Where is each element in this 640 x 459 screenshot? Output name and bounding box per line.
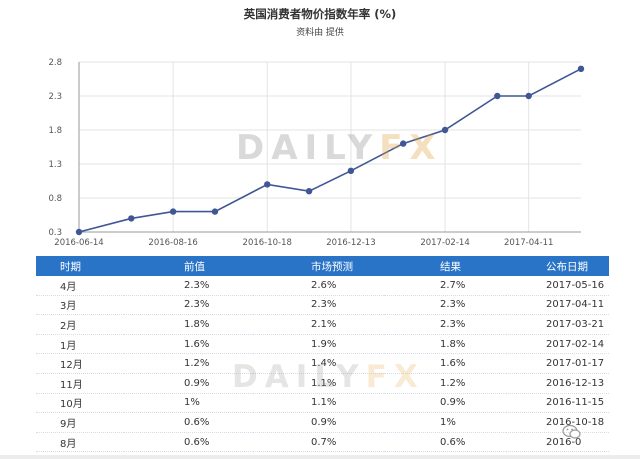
data-point bbox=[494, 92, 501, 100]
header-forecast: 市场预测 bbox=[253, 256, 384, 276]
table-row: 8月 0.6% 0.7% 0.6% 2016-0 bbox=[36, 432, 609, 453]
cell-period: 11月 bbox=[36, 373, 124, 394]
table-row: 4月 2.3% 2.6% 2.7% 2017-05-16 bbox=[36, 276, 609, 296]
chart-subtitle: 资料由 提供 bbox=[296, 28, 344, 38]
cell-period: 1月 bbox=[36, 334, 124, 355]
cell-actual: 1.8% bbox=[384, 334, 506, 355]
cell-forecast: 2.6% bbox=[253, 276, 384, 296]
cell-release-date: 2017-03-21 bbox=[506, 314, 609, 335]
table-row: 9月 0.6% 0.9% 1% 2016-10-18 bbox=[36, 412, 609, 433]
data-point bbox=[211, 208, 219, 215]
cell-previous: 2.3% bbox=[124, 276, 253, 296]
wechat-icon bbox=[562, 424, 581, 439]
cpi-line-chart: 0.3 0.8 1.3 1.8 2.3 2.8 2016-06-14 2016-08-16 20… bbox=[48, 58, 585, 248]
cell-previous: 1.2% bbox=[124, 353, 253, 374]
cell-previous: 1% bbox=[124, 393, 253, 414]
cell-actual: 0.9% bbox=[384, 393, 506, 414]
cell-release-date: 2016-10-18 bbox=[506, 412, 609, 433]
cell-release-date: 2017-02-14 bbox=[506, 334, 609, 355]
cell-previous: 1.6% bbox=[124, 334, 253, 355]
cell-period: 8月 bbox=[36, 432, 124, 453]
x-tick-label: 2017-02-14 bbox=[420, 238, 469, 248]
x-tick-label: 2016-10-18 bbox=[243, 238, 292, 248]
y-tick-label: 2.8 bbox=[48, 58, 62, 68]
table-row: 1月 1.6% 1.9% 1.8% 2017-02-14 bbox=[36, 334, 609, 355]
cell-actual: 1.6% bbox=[384, 353, 506, 374]
watermark-logo-table: DAILYFX bbox=[232, 359, 425, 395]
cell-release-date: 2017-01-17 bbox=[506, 353, 609, 374]
cell-actual: 1.2% bbox=[384, 373, 506, 394]
cell-previous: 0.6% bbox=[124, 412, 253, 433]
cell-previous: 1.8% bbox=[124, 314, 253, 335]
data-point bbox=[400, 140, 407, 147]
data-point bbox=[169, 208, 177, 215]
cell-actual: 1% bbox=[384, 412, 506, 433]
cell-actual: 2.3% bbox=[384, 314, 506, 335]
cell-forecast: 0.9% bbox=[253, 412, 384, 433]
y-tick-label: 0.8 bbox=[48, 194, 62, 204]
header-release-date: 公布日期 bbox=[506, 256, 609, 276]
cell-period: 3月 bbox=[36, 295, 124, 316]
x-tick-label: 2016-12-13 bbox=[326, 238, 375, 248]
x-tick-label: 2017-04-11 bbox=[504, 238, 553, 248]
cpi-data-table: 时期 前值 市场预测 结果 公布日期 4月 2.3% 2.6% 2.7% 2017-05… bbox=[36, 256, 609, 453]
data-point bbox=[441, 126, 449, 134]
y-tick-label: 1.3 bbox=[48, 160, 62, 170]
cell-forecast: 1.9% bbox=[253, 334, 384, 355]
cell-forecast: 1.1% bbox=[253, 373, 384, 394]
cell-period: 10月 bbox=[36, 393, 124, 414]
cell-previous: 0.6% bbox=[124, 432, 253, 453]
cell-forecast: 1.1% bbox=[253, 393, 384, 414]
x-tick-label: 2016-06-14 bbox=[54, 238, 103, 248]
cell-actual: 2.3% bbox=[384, 295, 506, 316]
data-point bbox=[305, 188, 313, 195]
x-tick-label: 2016-08-16 bbox=[148, 238, 197, 248]
cell-previous: 2.3% bbox=[124, 295, 253, 316]
table-row: 12月 1.2% 1.4% 1.6% 2017-01-17 bbox=[36, 353, 609, 374]
y-tick-label: 2.3 bbox=[48, 92, 62, 102]
header-previous: 前值 bbox=[124, 256, 253, 276]
y-tick-label: 0.3 bbox=[48, 228, 62, 238]
bottom-border bbox=[0, 455, 640, 459]
cell-release-date: 2016-12-13 bbox=[506, 373, 609, 394]
cell-period: 9月 bbox=[36, 412, 124, 433]
table-row: 10月 1% 1.1% 0.9% 2016-11-15 bbox=[36, 393, 609, 414]
cell-forecast: 2.1% bbox=[253, 314, 384, 335]
data-point bbox=[264, 181, 271, 188]
data-point bbox=[525, 92, 532, 100]
cell-forecast: 1.4% bbox=[253, 353, 384, 374]
cell-release-date: 2017-05-16 bbox=[506, 276, 609, 296]
cell-period: 2月 bbox=[36, 314, 124, 335]
table-header-row: 时期 前值 市场预测 结果 公布日期 bbox=[36, 256, 609, 276]
data-point bbox=[75, 228, 83, 236]
cell-period: 4月 bbox=[36, 276, 124, 296]
header-period: 时期 bbox=[36, 256, 124, 276]
cell-forecast: 0.7% bbox=[253, 432, 384, 453]
cell-period: 12月 bbox=[36, 353, 124, 374]
watermark-logo: DAILYFX bbox=[236, 128, 443, 168]
chart-title: 英国消费者物价指数年率 (%) bbox=[243, 7, 397, 21]
y-tick-label: 1.8 bbox=[48, 126, 62, 136]
header-actual: 结果 bbox=[384, 256, 506, 276]
cell-release-date: 2017-04-11 bbox=[506, 295, 609, 316]
cell-release-date: 2016-11-15 bbox=[506, 393, 609, 414]
table-row: 3月 2.3% 2.3% 2.3% 2017-04-11 bbox=[36, 295, 609, 316]
cell-previous: 0.9% bbox=[124, 373, 253, 394]
table-row: 2月 1.8% 2.1% 2.3% 2017-03-21 bbox=[36, 314, 609, 335]
series-line bbox=[78, 68, 582, 233]
cell-actual: 2.7% bbox=[384, 276, 506, 296]
data-point bbox=[128, 215, 135, 222]
data-point bbox=[347, 167, 355, 174]
cell-release-date: 2016-0 bbox=[506, 432, 609, 453]
cell-forecast: 2.3% bbox=[253, 295, 384, 316]
cell-actual: 0.6% bbox=[384, 432, 506, 453]
data-point bbox=[577, 65, 585, 73]
table-row: 11月 0.9% 1.1% 1.2% 2016-12-13 bbox=[36, 373, 609, 394]
